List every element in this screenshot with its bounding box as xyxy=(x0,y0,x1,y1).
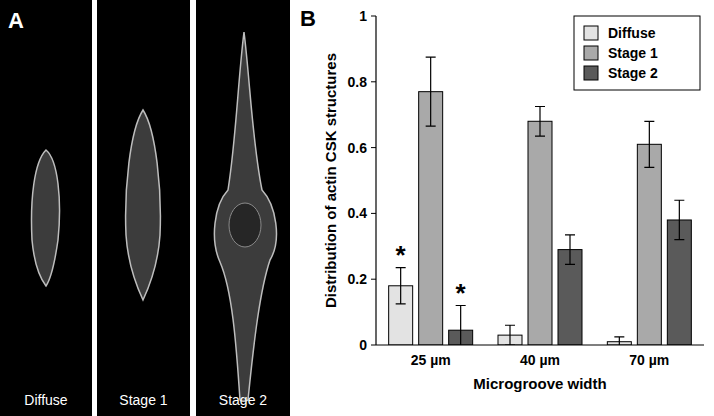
error-bar xyxy=(396,268,406,304)
error-bar xyxy=(565,235,575,265)
axis-title: Distribution of actin CSK structures xyxy=(322,53,339,308)
legend: Diffuse Stage 1 Stage 2 xyxy=(574,16,700,90)
cell xyxy=(32,150,60,286)
tick-label: 0.4 xyxy=(348,205,368,221)
legend-swatch xyxy=(584,46,598,60)
nucleus xyxy=(229,203,261,247)
micrograph xyxy=(97,0,190,416)
bar xyxy=(419,92,443,345)
bar xyxy=(528,121,552,345)
error-bar xyxy=(614,337,624,345)
error-bar xyxy=(505,325,515,345)
tick-label: 70 µm xyxy=(629,352,669,368)
figure: Diffuse Stage 1 Stage 2 A B 0 0.2 0.4 0.6 0.8 1 25 … xyxy=(0,0,714,416)
tick-label: 25 µm xyxy=(411,352,451,368)
cell xyxy=(214,32,276,402)
caption: Stage 2 xyxy=(219,392,267,408)
error-bar xyxy=(674,200,684,239)
tick-label: 0.2 xyxy=(348,271,368,287)
error-bar xyxy=(535,106,545,136)
tick-label: 40 µm xyxy=(520,352,560,368)
tick-label: 0 xyxy=(359,337,367,353)
panel-label: A xyxy=(8,8,24,33)
axis-title: Microgroove width xyxy=(473,375,606,392)
tick xyxy=(371,345,376,346)
caption: Diffuse xyxy=(24,392,68,408)
tick xyxy=(371,279,376,280)
error-bar xyxy=(456,306,466,345)
tick xyxy=(371,147,376,148)
legend-box xyxy=(574,16,700,90)
significance-marker: * xyxy=(396,240,407,270)
bars xyxy=(389,57,692,345)
micrograph xyxy=(0,0,92,416)
tick-label: 0.6 xyxy=(348,140,368,156)
significance-marker: * xyxy=(456,278,467,308)
caption: Stage 1 xyxy=(119,392,167,408)
tick xyxy=(371,16,376,17)
legend-swatch xyxy=(584,26,598,40)
micrograph xyxy=(196,0,290,416)
bar xyxy=(637,144,661,345)
error-bar xyxy=(644,121,654,167)
tick-label: 0.8 xyxy=(348,74,368,90)
tick xyxy=(371,213,376,214)
legend-label: Diffuse xyxy=(608,25,656,41)
x-axis xyxy=(376,344,704,345)
canvas: Diffuse Stage 1 Stage 2 A B 0 0.2 0.4 0.6 0.8 1 25 … xyxy=(0,0,714,416)
panel-label: B xyxy=(300,6,316,31)
legend-swatch xyxy=(584,66,598,80)
legend-label: Stage 2 xyxy=(608,65,658,81)
cell xyxy=(126,110,161,300)
tick-label: 1 xyxy=(359,8,367,24)
legend-label: Stage 1 xyxy=(608,45,658,61)
y-axis xyxy=(375,16,376,345)
error-bar xyxy=(426,57,436,126)
tick xyxy=(371,81,376,82)
